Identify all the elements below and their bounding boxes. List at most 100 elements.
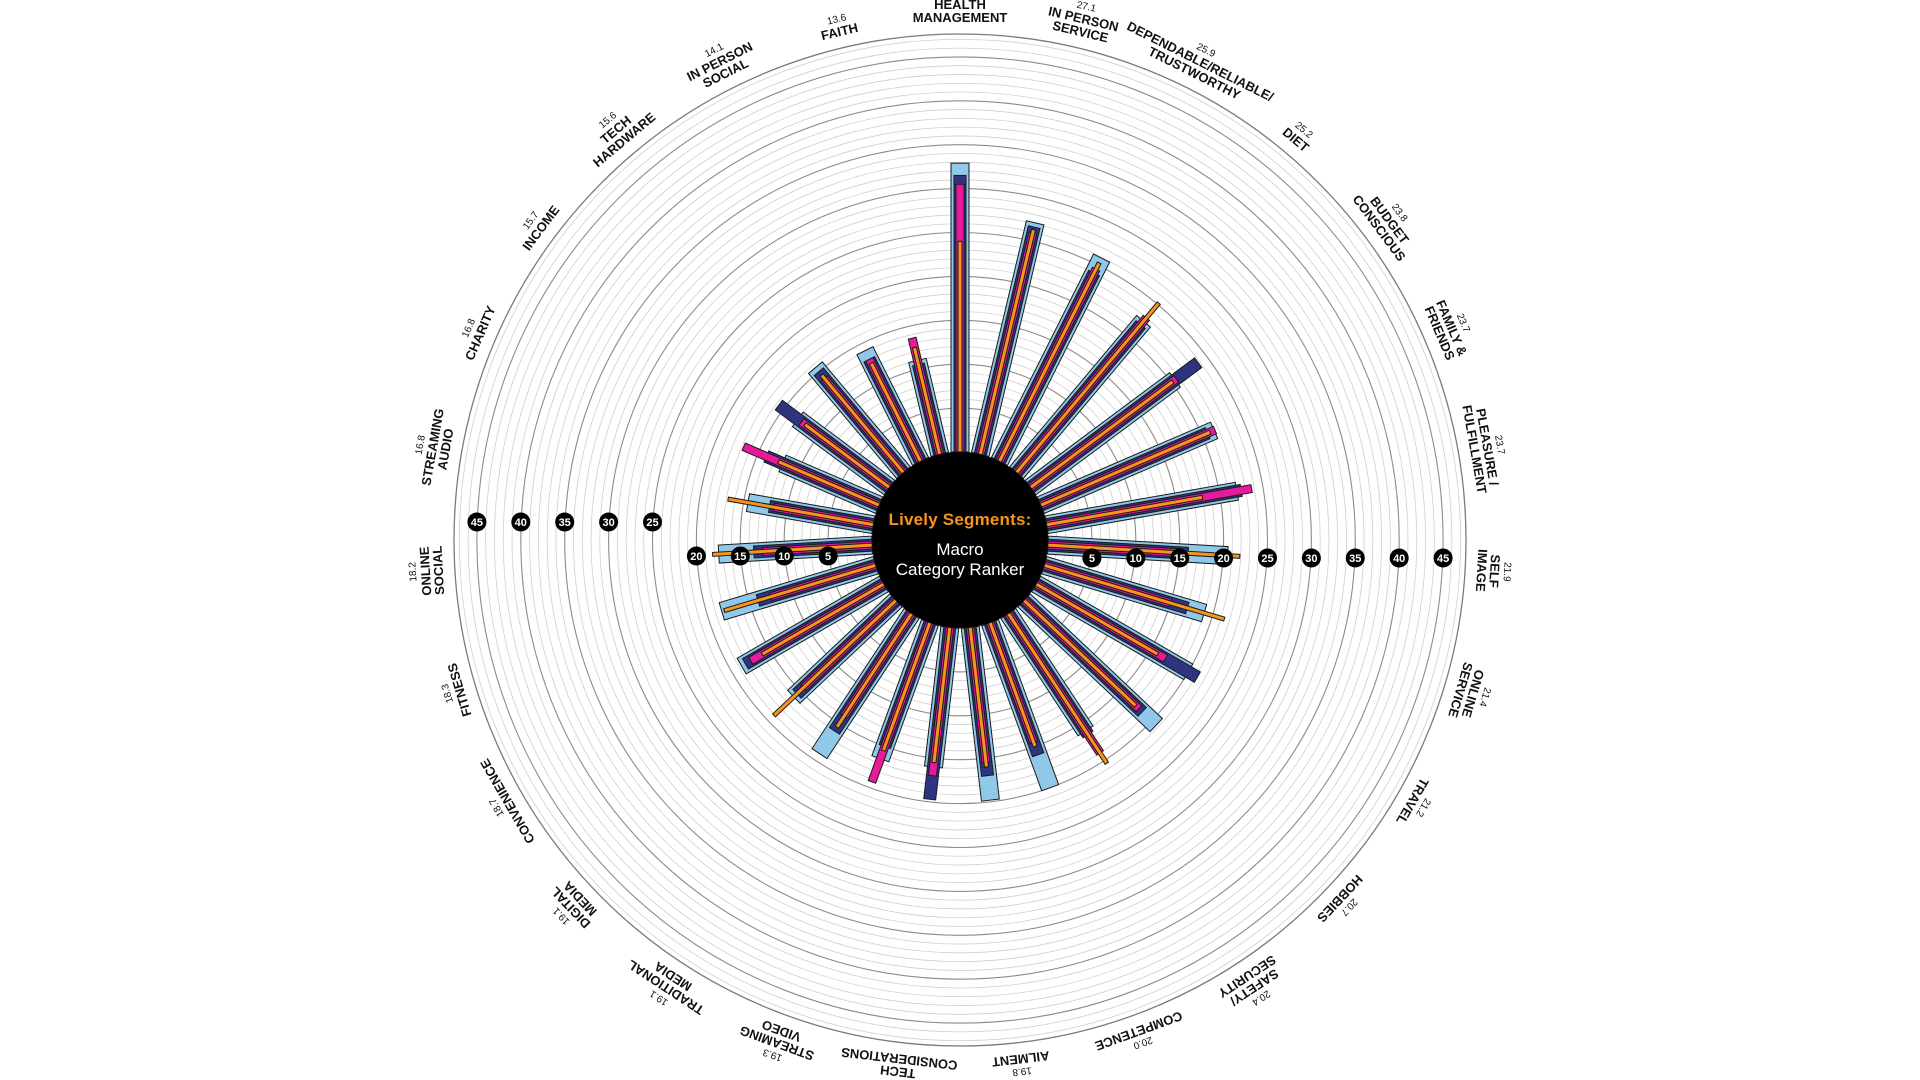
bar-stack-12	[980, 618, 1060, 792]
grid-ring-minor	[546, 126, 1374, 954]
category-value: 16.8	[414, 434, 428, 456]
bar-stack-10	[1017, 593, 1164, 733]
tick-label: 10	[1130, 553, 1142, 565]
tick-label: 15	[1174, 553, 1186, 565]
category-label: IMAGE	[1473, 549, 1490, 593]
category-value: 19.7	[886, 1077, 907, 1080]
tick-marker	[1170, 548, 1190, 568]
center-circle	[872, 452, 1048, 628]
tick-label: 5	[1089, 553, 1095, 565]
bar-orange	[957, 240, 963, 453]
category-label: CONVENIENCE	[477, 756, 538, 846]
bar-orange	[771, 598, 899, 718]
bar-stack-17	[771, 593, 903, 718]
tick-marker	[511, 512, 531, 532]
category-label: AUDIO	[434, 427, 456, 471]
bar-orange	[727, 496, 875, 528]
bar-stack-26	[907, 336, 950, 458]
bar-orange	[834, 611, 915, 730]
grid-ring-minor	[502, 82, 1418, 998]
grid-ring-minor	[537, 117, 1383, 963]
tick-marker	[643, 512, 662, 532]
category-label-group: PLEASURE /FULFILLMENT 23.7	[1459, 404, 1506, 495]
grid-ring-minor	[485, 65, 1435, 1015]
bar-stack-4	[1024, 357, 1203, 496]
tick-label: 25	[1261, 553, 1273, 565]
tick-marker	[774, 546, 794, 566]
bar-stack-8	[1041, 555, 1226, 623]
category-value: 27.1	[1076, 0, 1098, 15]
grid-ring-minor	[555, 135, 1365, 945]
bar-orange	[776, 459, 881, 508]
grid-ring-minor	[511, 91, 1409, 989]
bar-orange	[1005, 611, 1110, 765]
tick-marker	[555, 512, 575, 532]
category-value: 18.3	[440, 682, 456, 704]
category-value: 19.8	[1011, 1064, 1032, 1077]
bar-stack-19	[718, 555, 879, 621]
bar-stack-15	[867, 618, 940, 784]
grid-ring-minor	[581, 161, 1339, 919]
category-label: MANAGEMENT	[913, 10, 1008, 25]
category-label: HEALTH	[934, 0, 986, 12]
tick-marker	[818, 546, 838, 566]
chart-subtitle: Macro Category Ranker	[860, 540, 1060, 580]
tick-label: 30	[602, 517, 614, 529]
tick-marker	[1082, 548, 1102, 568]
tick-marker	[1301, 548, 1321, 568]
bar-stack-3	[1008, 301, 1162, 480]
bar-stack-0	[950, 162, 970, 453]
outer-ring	[453, 33, 1467, 1047]
bar-orange	[1043, 562, 1226, 622]
category-label-group: TECHCONSIDERATIONS19.7	[840, 1045, 958, 1080]
bar-orange	[1014, 301, 1162, 475]
chart-subtitle-line2: Category Ranker	[895, 560, 1025, 579]
grid-ring-minor	[458, 38, 1462, 1042]
grid-ring-minor	[494, 74, 1426, 1006]
grid-ring-major	[520, 100, 1400, 980]
bar-stack-16	[811, 607, 920, 760]
center-hub	[872, 452, 1048, 628]
tick-label: 35	[1349, 553, 1361, 565]
category-label: HOBBIES	[1314, 872, 1366, 926]
category-value: 21.4	[1476, 686, 1492, 708]
tick-label: 30	[1305, 553, 1317, 565]
category-value: 18.2	[407, 561, 419, 582]
tick-label: 25	[646, 517, 658, 529]
bar-stack-5	[1036, 421, 1219, 515]
grid-ring-minor	[573, 153, 1347, 927]
tick-label: 20	[690, 551, 702, 563]
tick-marker	[599, 512, 619, 532]
tick-marker	[1433, 548, 1453, 568]
bar-stack-1	[970, 220, 1045, 458]
category-label: ONLINE	[416, 546, 434, 596]
bar-orange	[1045, 494, 1204, 528]
tick-label: 5	[825, 551, 831, 563]
bar-orange	[977, 228, 1037, 456]
tick-marker	[1389, 548, 1409, 568]
tick-marker	[1126, 548, 1146, 568]
category-label: SELF	[1486, 554, 1503, 588]
chart-title: Lively Segments:	[888, 510, 1032, 529]
bar-stack-23	[774, 399, 896, 496]
category-label: AILMENT	[991, 1048, 1050, 1070]
bar-stack-22	[741, 442, 884, 515]
category-value: 23.7	[1492, 434, 1506, 456]
grid-ring-minor	[529, 109, 1391, 971]
bar-orange	[911, 346, 943, 456]
